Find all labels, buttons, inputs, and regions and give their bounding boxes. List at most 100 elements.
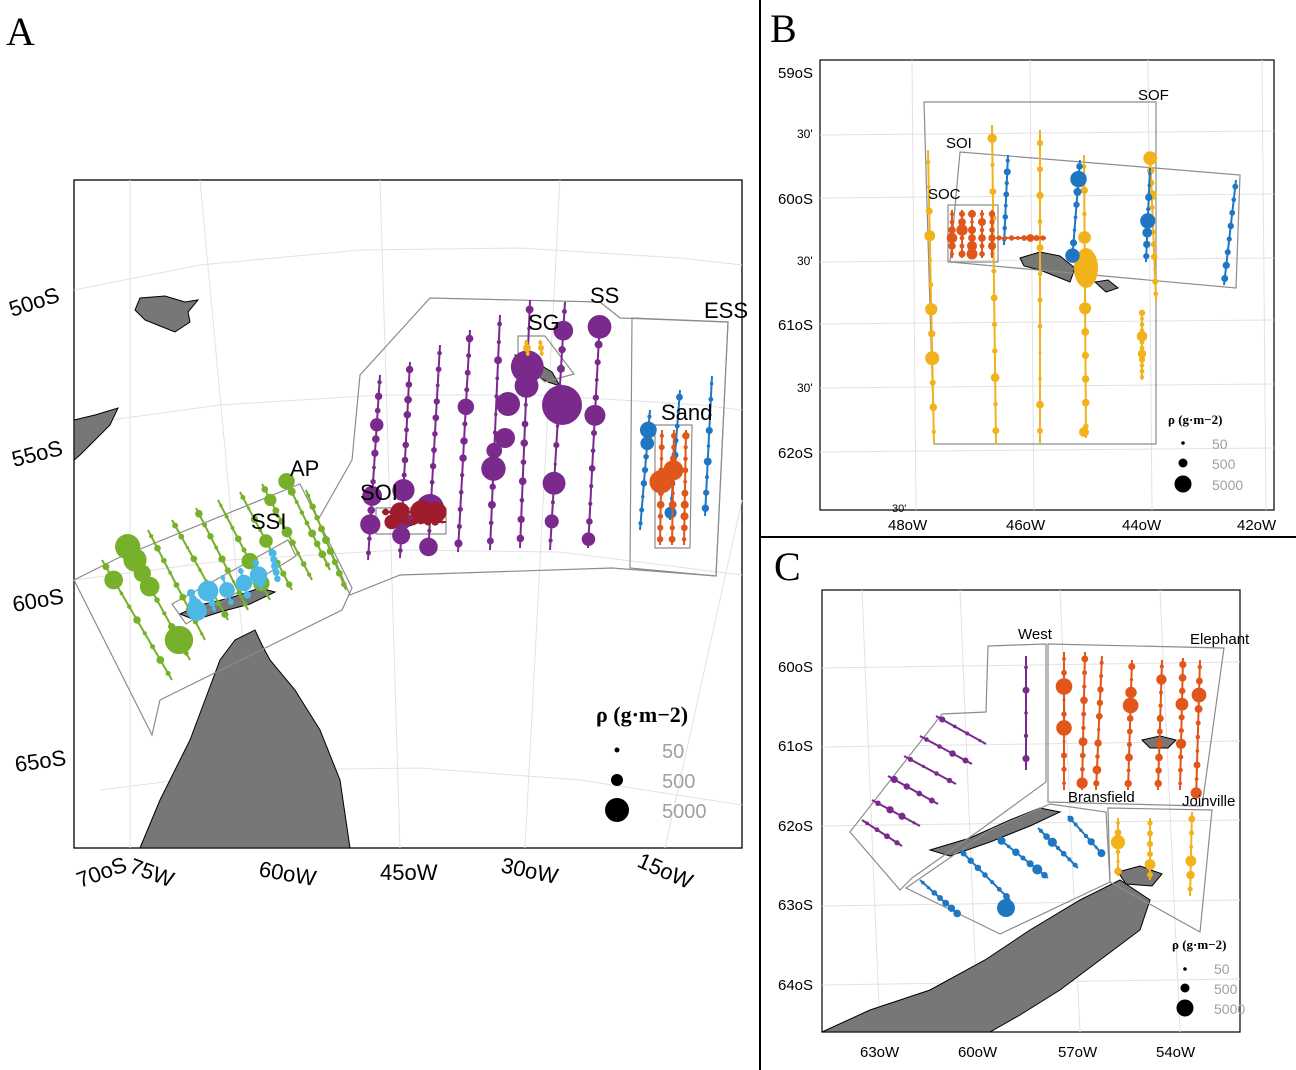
sand-transect-dot <box>670 491 675 496</box>
bransfield-transect-dot <box>996 886 1002 892</box>
ap-transect-dot <box>242 601 248 607</box>
ss-transect-dot <box>374 392 383 401</box>
soc-transect-dot <box>967 225 977 235</box>
ess-transect-dot <box>647 414 652 419</box>
ssi-transect-dot <box>186 588 196 598</box>
west-transect-dot <box>907 756 914 763</box>
ssi-transect-dot <box>207 594 213 600</box>
sof-transect-dot <box>1150 253 1158 261</box>
ap-transect-dot <box>280 570 287 577</box>
ss-transect-dot <box>589 484 594 489</box>
sof-transect-dot <box>987 133 997 143</box>
ess-transect-dot <box>705 426 713 435</box>
west-transect-dot <box>952 724 957 729</box>
ap-transect-dot <box>219 503 223 508</box>
ap-transect-dot <box>307 572 312 577</box>
ss-transect-dot <box>366 550 371 556</box>
ss-transect-dot <box>431 447 437 453</box>
elephant-transect-dot <box>1078 737 1088 747</box>
ss-transect-dot <box>464 369 471 376</box>
c-parallel <box>821 899 1241 907</box>
sand-transect-dot <box>658 444 665 451</box>
ss-transect-dot <box>584 404 606 426</box>
bransfield-transect-dot <box>1026 860 1034 868</box>
ap-transect-dot <box>102 563 110 571</box>
sof-transect-dot <box>1036 191 1044 200</box>
region-label-b-soi: SOI <box>946 135 972 152</box>
antarctic-peninsula <box>139 629 351 849</box>
sof-transect-dot <box>990 162 995 167</box>
elephant-transect-dot <box>1056 720 1072 736</box>
lat-tick-65: 65oS <box>13 745 67 777</box>
ssi-transect-dot <box>208 599 216 607</box>
bransfield-transect-dot <box>942 899 950 907</box>
ap-transect-dot <box>162 611 167 616</box>
ess-transect-dot <box>641 466 649 474</box>
ap-transect-dot <box>264 493 277 507</box>
ss-transect-dot <box>592 394 599 401</box>
sof-transect-dot <box>1139 345 1145 351</box>
west-transect-dot <box>898 812 906 820</box>
bransfield-transect-dot <box>1083 833 1089 839</box>
ss-transect-dot <box>518 477 527 486</box>
ap-transect-dot <box>309 503 316 510</box>
ss-transect-dot <box>432 431 438 437</box>
ap-transect-dot <box>179 593 187 601</box>
soc-transect-dot <box>1015 235 1020 241</box>
ap-transect-dot <box>127 604 132 609</box>
sand-transect-dot <box>657 513 664 519</box>
joinville-transect-dot <box>1187 886 1193 892</box>
sof-transect-dot <box>1037 323 1043 329</box>
bransfield-transect-dot <box>1097 849 1106 858</box>
ssi-transect-dot <box>268 549 277 558</box>
ss-large-dot <box>495 428 515 448</box>
ap-transect-dot <box>139 576 160 597</box>
ss-transect-dot <box>435 383 440 388</box>
c-lon-tick-60: 60oW <box>958 1044 998 1061</box>
bransfield-transect-dot <box>1047 837 1057 847</box>
sof-transect-dot <box>1037 271 1043 277</box>
ap-transect-dot <box>224 567 231 574</box>
ap-transect-dot <box>218 555 226 563</box>
sof-transect-dot <box>1081 398 1090 407</box>
ap-transect-dot <box>247 506 251 510</box>
sand-transect-dot <box>668 535 676 543</box>
ss-transect-dot <box>590 429 598 437</box>
sof-transect-dot <box>1078 231 1091 244</box>
soc-transect-dot <box>1040 235 1046 241</box>
ap-transect-dot <box>278 518 285 525</box>
b-lon-tick-42: 42oW <box>1237 517 1277 534</box>
c-lon-tick-57: 57oW <box>1058 1044 1098 1061</box>
sof-transect-dot <box>992 427 1000 435</box>
sof-dot <box>1079 427 1089 437</box>
ap-transect-dot <box>265 592 269 597</box>
ss-transect-dot <box>457 398 475 416</box>
ss-transect-dot <box>360 514 381 535</box>
ssi-transect-dot <box>243 587 248 591</box>
sof-transect-dot <box>1139 339 1145 345</box>
elephant-transect-dot <box>1197 664 1202 670</box>
elephant-transect-dot <box>1082 670 1088 676</box>
bransfield-transect-dot <box>1003 893 1010 900</box>
b-lon-tick-48: 48oW <box>888 517 928 534</box>
soi-b-transect-dot <box>1143 240 1151 249</box>
sof-transect-dot <box>991 268 997 274</box>
sof-transect-dot <box>1038 376 1042 381</box>
elephant-transect-dot <box>1178 673 1187 682</box>
ss-transect-dot <box>433 398 440 405</box>
ss-transect-dot <box>460 437 468 445</box>
ess-transect-dot <box>708 413 712 417</box>
elephant-transect-dot <box>1156 728 1163 735</box>
soi-transect-dot <box>402 518 410 526</box>
b-lat-tick-59: 59oS <box>778 65 813 82</box>
sand-transect-dot <box>683 479 688 484</box>
c-lat-tick-61: 61oS <box>778 738 813 755</box>
ap-transect-dot <box>314 515 320 521</box>
soi-b-transect-dot <box>1229 209 1236 216</box>
west-transect-dot <box>949 750 956 757</box>
soi-transect-dot <box>405 510 410 514</box>
soi-b-transect-dot <box>1140 213 1156 229</box>
ap-transect-dot <box>186 546 190 550</box>
ss-transect-dot <box>370 478 376 485</box>
laurie-island <box>1093 279 1120 293</box>
